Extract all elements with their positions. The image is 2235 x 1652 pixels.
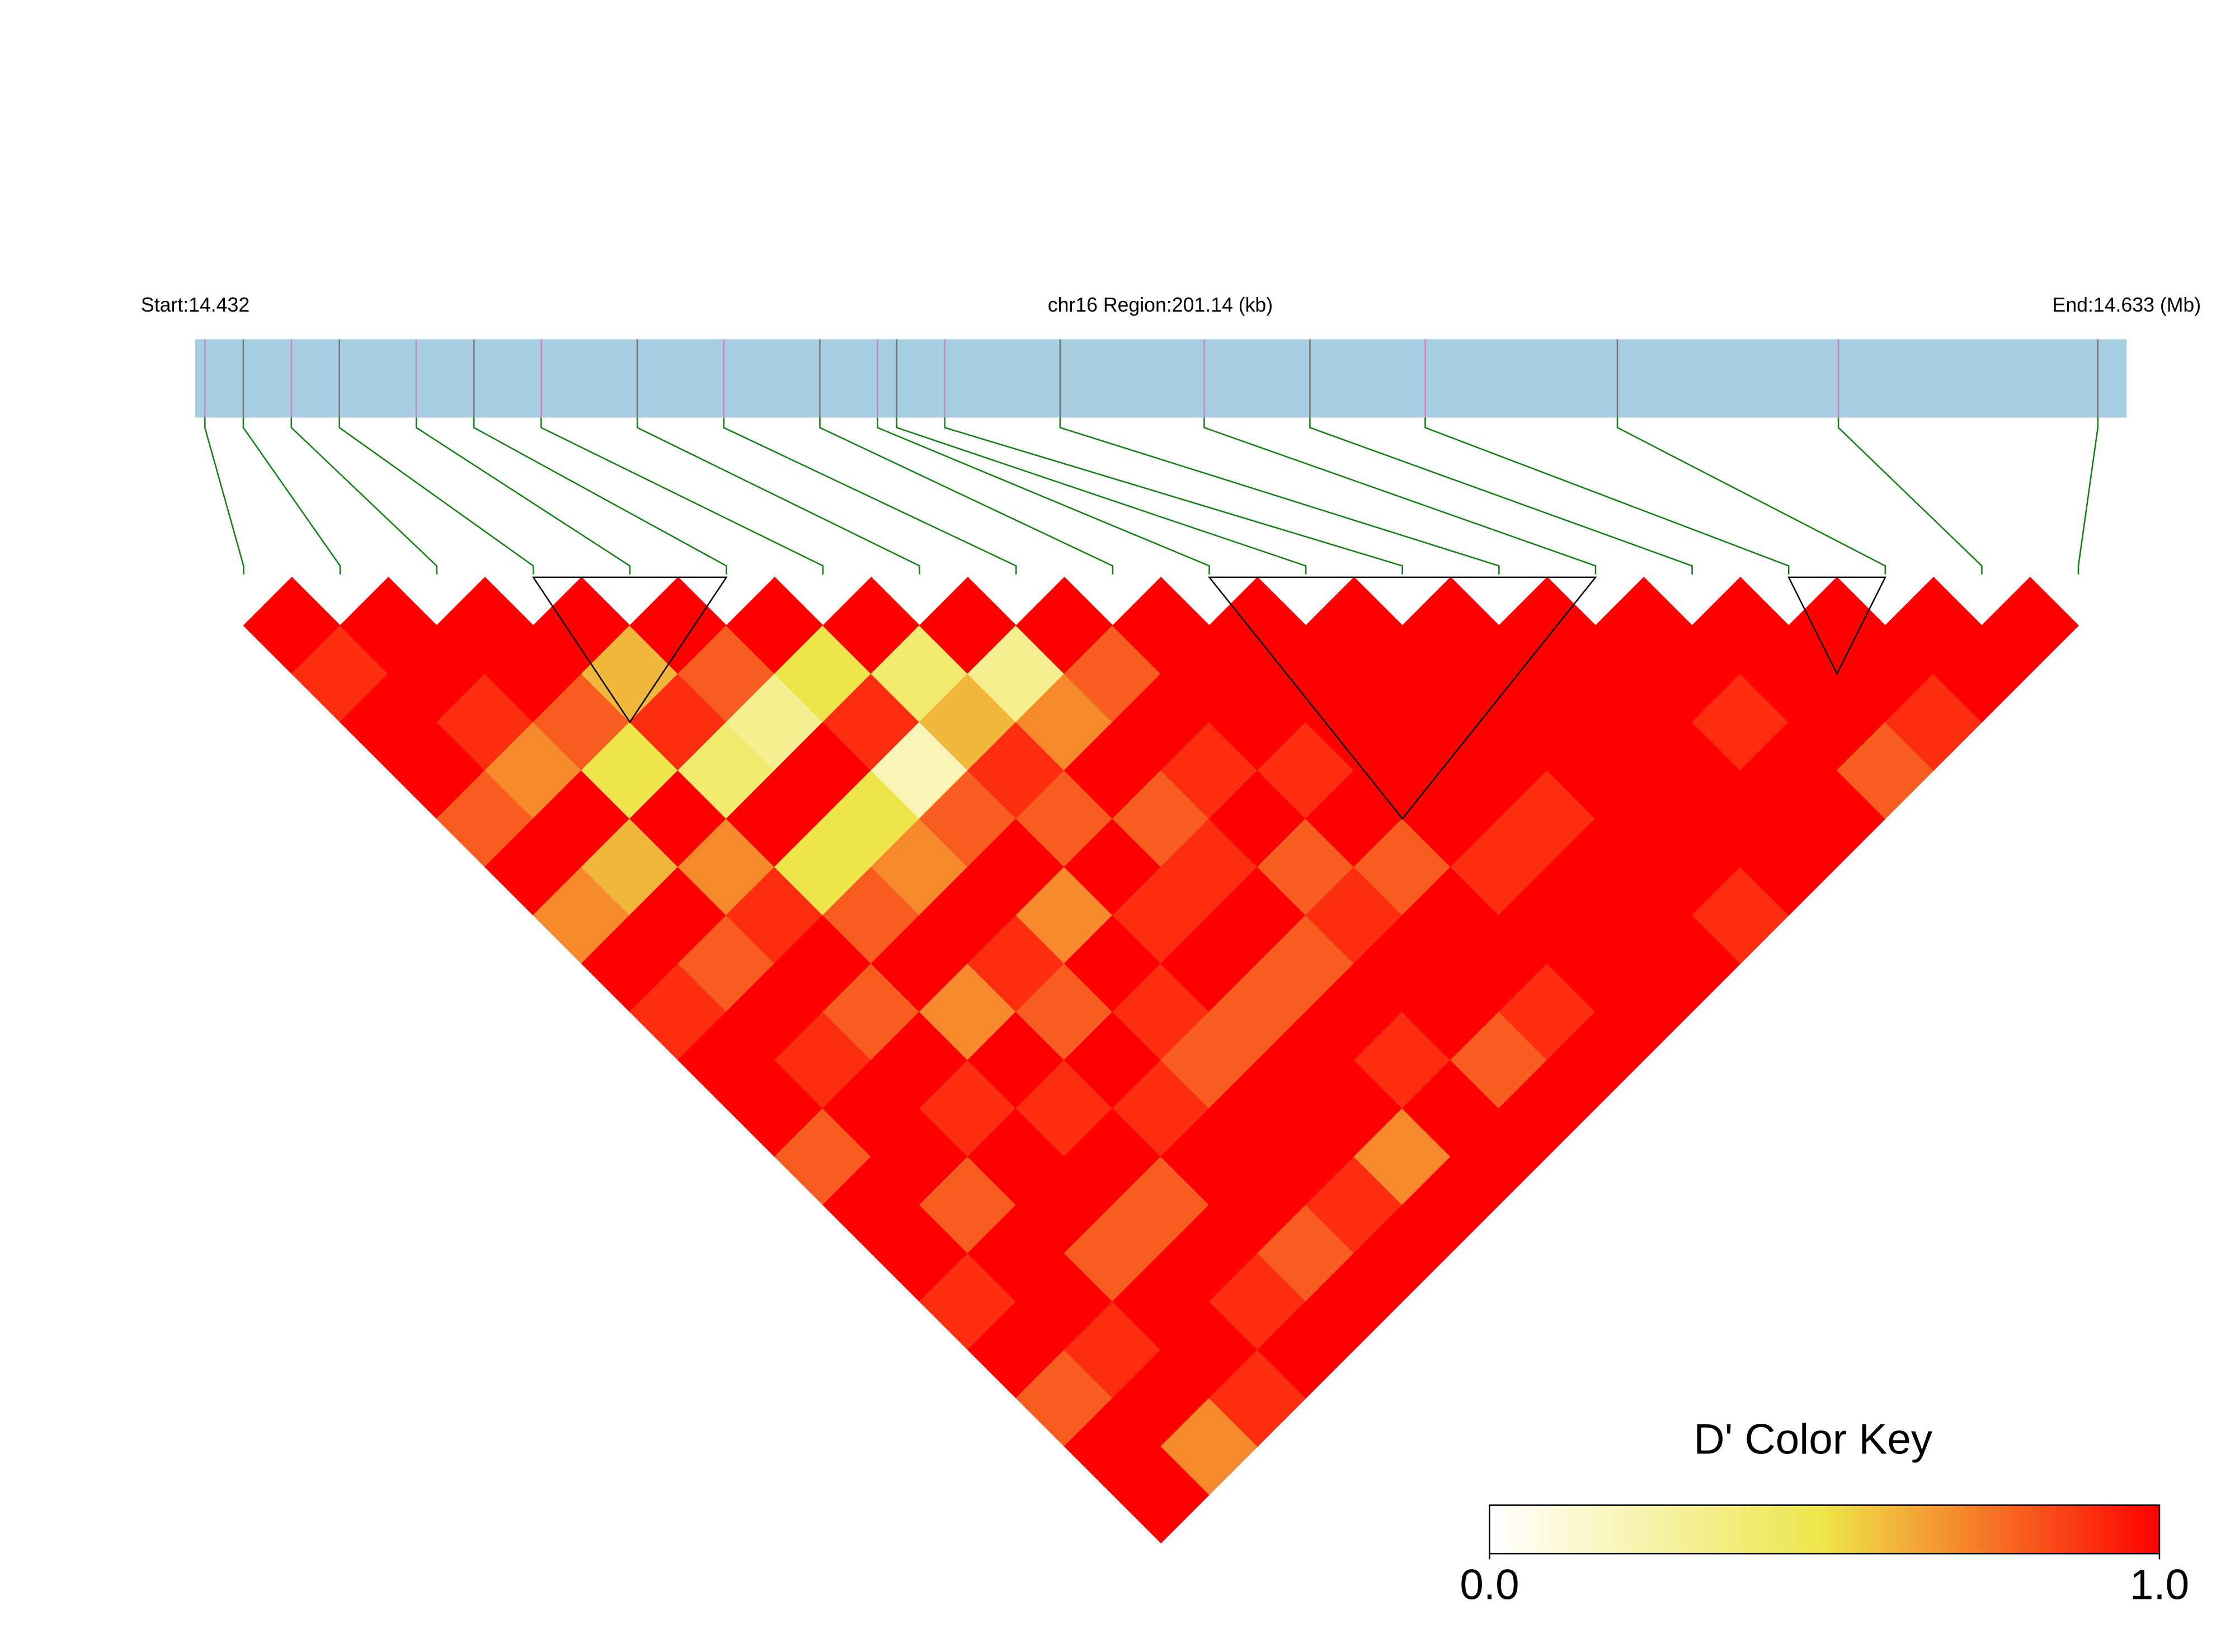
color-key-title: D' Color Key — [1694, 1416, 1933, 1463]
color-key-tick-label: 1.0 — [2130, 1561, 2189, 1609]
snp-link — [1059, 417, 1500, 575]
snp-link — [1203, 417, 1597, 575]
snp-link — [473, 417, 727, 575]
snp-link — [204, 417, 244, 575]
end-label: End:14.633 (Mb) — [2053, 294, 2201, 316]
snp-link — [290, 417, 437, 575]
region-label: chr16 Region:201.14 (kb) — [1048, 294, 1273, 316]
snp-link — [1309, 417, 1693, 575]
snp-link — [636, 417, 920, 575]
snp-link — [1837, 417, 1983, 575]
chromosome-bar — [195, 339, 2127, 418]
snp-link — [723, 417, 1017, 575]
snp-link — [242, 417, 341, 575]
snp-link — [896, 417, 1307, 575]
color-key-tick-label: 0.0 — [1460, 1561, 1519, 1609]
snp-link — [338, 417, 534, 575]
snp-link — [944, 417, 1404, 575]
ld-block — [1787, 576, 1886, 676]
ld-cell — [1981, 577, 2079, 675]
snp-link — [540, 417, 824, 575]
snp-link — [1616, 417, 1886, 575]
snp-link — [415, 417, 631, 575]
color-key-bar — [1489, 1504, 2161, 1555]
ld-block — [531, 576, 728, 724]
snp-link — [2077, 417, 2099, 575]
snp-link — [819, 417, 1114, 575]
snp-link — [1424, 417, 1790, 575]
start-label: Start:14.432 — [141, 294, 250, 316]
ld-block — [1207, 576, 1597, 820]
snp-link — [877, 417, 1210, 575]
